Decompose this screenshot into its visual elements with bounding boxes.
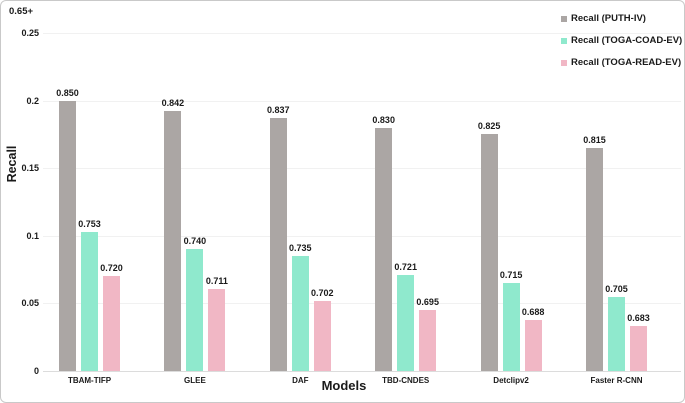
bar xyxy=(608,296,625,371)
bar xyxy=(269,118,287,371)
bar-value-label: 0.688 xyxy=(521,306,545,317)
legend-swatch xyxy=(561,15,567,22)
bar-value-label: 0.711 xyxy=(205,275,228,286)
legend-label: Recall (PUTH-IV) xyxy=(571,13,646,24)
bar xyxy=(59,100,76,371)
bar-value-label: 0.695 xyxy=(416,297,439,308)
gridline xyxy=(43,100,681,102)
bar xyxy=(291,256,309,371)
bar-value-label: 0.753 xyxy=(78,218,101,229)
legend-label: Recall (TOGA-READ-EV) xyxy=(571,57,682,68)
bar-value-label: 0.740 xyxy=(183,236,207,247)
bar xyxy=(586,147,603,371)
x-axis-category-label: Faster R-CNN xyxy=(590,376,643,385)
x-axis-title: Models xyxy=(321,378,367,393)
gridline xyxy=(43,33,681,34)
bar-value-label: 0.715 xyxy=(499,270,523,281)
gridline xyxy=(43,235,681,237)
bar-value-label: 0.683 xyxy=(627,313,650,324)
bar xyxy=(186,249,204,371)
bar-value-label: 0.850 xyxy=(56,87,79,98)
x-axis-category-label: Detclipv2 xyxy=(493,376,529,385)
legend-swatch xyxy=(561,37,567,44)
bar-value-label: 0.702 xyxy=(311,287,334,298)
y-axis-tick-label: 0.25 xyxy=(21,28,39,38)
legend-swatch xyxy=(561,59,567,66)
bar xyxy=(630,326,647,371)
bar xyxy=(397,275,415,371)
legend-item: Recall (PUTH-IV) xyxy=(561,13,682,24)
bar-value-label: 0.815 xyxy=(583,134,606,145)
legend-item: Recall (TOGA-COAD-EV) xyxy=(561,35,682,46)
bar-value-label: 0.830 xyxy=(372,114,395,125)
y-axis-title: Recall xyxy=(5,145,19,183)
bar-value-label: 0.825 xyxy=(477,121,501,132)
bar xyxy=(480,134,498,371)
x-axis-category-label: TBAM-TIFP xyxy=(67,376,112,385)
bar xyxy=(208,288,226,371)
bar-value-label: 0.735 xyxy=(289,243,312,254)
y-axis-tick-label: 0.1 xyxy=(26,230,39,241)
y-axis-offset-note: 0.65+ xyxy=(9,6,34,17)
bar xyxy=(524,319,542,371)
y-axis-tick-label: 0.15 xyxy=(21,163,39,174)
y-axis-tick-label: 0.05 xyxy=(21,298,39,309)
bar xyxy=(375,127,393,371)
legend-label: Recall (TOGA-COAD-EV) xyxy=(571,35,683,46)
bar-value-label: 0.842 xyxy=(161,98,185,109)
bar xyxy=(164,111,182,371)
bar xyxy=(81,231,98,371)
gridline xyxy=(43,303,681,305)
bar-value-label: 0.837 xyxy=(267,105,290,116)
x-axis-category-label: GLEE xyxy=(184,376,206,385)
y-axis-tick-label: 0 xyxy=(33,366,39,376)
bar xyxy=(419,310,437,371)
x-axis-category-label: TBD-CNDES xyxy=(382,376,430,385)
legend: Recall (PUTH-IV) Recall (TOGA-COAD-EV) Rec… xyxy=(561,13,682,79)
gridline xyxy=(43,168,681,170)
x-axis-category-label: DAF xyxy=(292,376,309,385)
bar xyxy=(502,283,520,371)
gridline xyxy=(43,371,681,372)
bar-value-label: 0.705 xyxy=(605,283,628,294)
bar xyxy=(103,276,120,371)
bar-value-label: 0.721 xyxy=(394,262,417,272)
bar xyxy=(313,300,331,371)
legend-item: Recall (TOGA-READ-EV) xyxy=(561,57,682,68)
bar-value-label: 0.720 xyxy=(100,263,123,274)
y-axis-tick-label: 0.2 xyxy=(26,95,39,106)
